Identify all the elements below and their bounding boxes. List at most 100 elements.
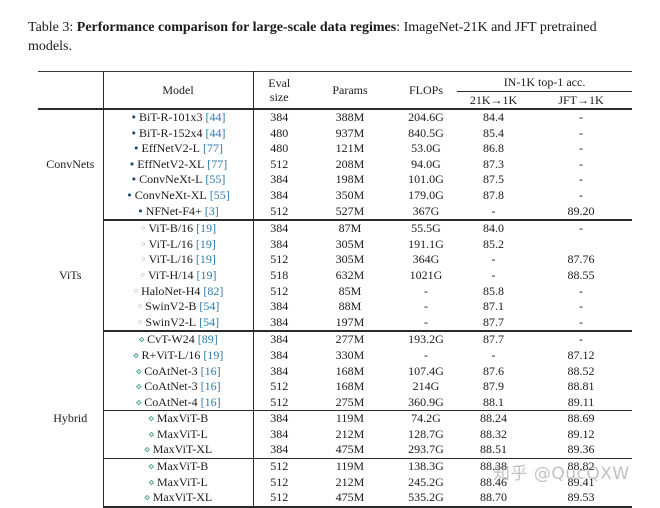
citation-link[interactable]: [19]	[203, 347, 224, 362]
filled-circle-icon: •	[126, 188, 133, 202]
eval-size-cell: 384	[270, 426, 289, 441]
model-name: MaxViT-XL	[152, 442, 213, 457]
params-cell: 168M	[335, 379, 365, 394]
flops-cell: 55.5G	[411, 221, 441, 236]
table-row: ⋄ MaxViT-B 384 119M 74.2G 88.24 88.69	[38, 410, 632, 427]
params-cell: 212M	[335, 474, 365, 489]
model-name: ConvNeXt-L	[139, 172, 203, 187]
model-cell: • EffNetV2-L [77]	[103, 141, 254, 157]
model-cell: ⋄ R+ViT-L/16 [19]	[103, 347, 254, 364]
flops-cell: 204.6G	[408, 110, 444, 124]
citation-link[interactable]: [3]	[204, 203, 219, 218]
acc-jft-cell: 88.82	[567, 459, 595, 474]
caption-label: Table 3:	[28, 20, 77, 35]
table-row: ◦ HaloNet-H4 [82] 512 85M - 85.8 -	[38, 283, 632, 300]
eval-size-cell: 384	[270, 187, 289, 202]
citation-link[interactable]: [19]	[196, 221, 217, 236]
open-circle-icon: ◦	[140, 253, 147, 267]
column-header-eval-size: Eval size	[253, 71, 305, 110]
acc-jft-cell: 89.41	[567, 474, 595, 489]
params-cell: 277M	[335, 332, 365, 347]
model-cell: ◦ ViT-H/14 [19]	[103, 267, 254, 284]
model-name: ViT-H/14	[147, 267, 194, 282]
eval-size-cell: 512	[270, 252, 289, 267]
open-circle-icon: ◦	[139, 268, 146, 282]
open-circle-icon: ◦	[132, 284, 140, 298]
citation-link[interactable]: [16]	[200, 394, 221, 409]
citation-link[interactable]: [19]	[196, 267, 217, 282]
eval-size-cell: 512	[270, 156, 289, 171]
diamond-icon: ⋄	[138, 333, 146, 347]
acc-jft-cell: -	[579, 283, 583, 298]
params-cell: 212M	[335, 426, 365, 441]
table-row: ◦ ViT-H/14 [19] 518 632M 1021G - 88.55	[38, 267, 632, 284]
model-name: EffNetV2-XL	[137, 156, 205, 171]
model-name: BiT-R-152x4	[138, 125, 203, 140]
table-row: ViTs ◦ ViT-B/16 [19] 384 87M 55.5G 84.0-	[38, 220, 632, 332]
acc-jft-cell: -	[579, 141, 583, 156]
citation-link[interactable]: [16]	[200, 379, 221, 394]
params-cell: 275M	[305, 394, 395, 412]
citation-link[interactable]: [82]	[203, 283, 224, 298]
table-row: • NFNet-F4+ [3] 512 527M 367G -89.20	[38, 203, 633, 222]
open-circle-icon: ◦	[136, 300, 144, 314]
acc-21k-cell: 84.0	[483, 221, 504, 236]
eval-header-line1: Eval	[268, 76, 291, 90]
model-name: MaxViT-L	[157, 474, 208, 489]
table-row: ⋄ CoAtNet-3 [16] 512 168M 214G 87.9 88.81	[38, 379, 632, 395]
flops-cell: 535.2G	[395, 490, 457, 508]
model-name: SwinV2-B	[145, 299, 197, 314]
params-cell: 87M	[338, 221, 362, 236]
flops-cell: -	[424, 347, 428, 362]
column-header-jft-to-1k: JFT→1K	[530, 91, 633, 110]
citation-link[interactable]: [44]	[205, 125, 226, 140]
eval-size-cell: 512	[270, 379, 289, 394]
eval-size-cell: 512	[253, 203, 305, 222]
filled-circle-icon: •	[130, 111, 137, 124]
citation-link[interactable]: [55]	[209, 187, 230, 202]
eval-header-line2: size	[269, 90, 289, 104]
model-name: NFNet-F4+	[145, 203, 202, 218]
table-row: Hybrid ⋄ CvT-W24 [89] 384 277M 193.2G 87.7-	[38, 331, 632, 507]
flops-cell: 367G	[395, 203, 457, 222]
citation-link[interactable]: [19]	[195, 252, 216, 267]
acc-21k-cell: 87.6	[483, 363, 504, 378]
citation-link[interactable]: [54]	[199, 314, 220, 329]
citation-link[interactable]: [54]	[199, 299, 220, 314]
model-cell: ◦ SwinV2-B [54]	[103, 299, 254, 315]
params-cell: 305M	[335, 236, 365, 251]
acc-21k-cell: 88.32	[480, 426, 507, 441]
flops-cell: 214G	[412, 379, 440, 394]
acc-21k-cell: 84.4	[483, 110, 504, 124]
column-header-in1k-top1-acc: IN-1K top-1 acc.	[457, 71, 633, 92]
eval-size-cell: 518	[270, 267, 289, 282]
acc-jft-cell: -	[530, 314, 633, 333]
eval-size-cell: 512	[253, 490, 305, 508]
column-header-model: Model	[103, 71, 254, 110]
flops-cell: -	[395, 314, 457, 333]
citation-link[interactable]: [89]	[197, 332, 218, 347]
acc-jft-cell: 89.36	[530, 442, 633, 460]
params-cell: 198M	[335, 172, 365, 187]
acc-21k-cell: 88.46	[480, 474, 507, 489]
acc-jft-cell: -	[579, 299, 583, 314]
model-cell: ⋄ CoAtNet-3 [16]	[103, 379, 254, 395]
model-cell: ◦ SwinV2-L [54]	[103, 314, 254, 333]
model-cell: ◦ ViT-L/16 [19]	[103, 252, 254, 268]
eval-size-cell: 384	[270, 347, 289, 362]
citation-link[interactable]: [77]	[202, 141, 223, 156]
citation-link[interactable]: [19]	[195, 236, 216, 251]
citation-link[interactable]: [44]	[205, 110, 226, 124]
flops-cell: -	[424, 283, 428, 298]
table-row: • ConvNeXt-XL [55] 384 350M 179.0G 87.8 -	[38, 187, 632, 204]
citation-link[interactable]: [16]	[200, 363, 221, 378]
eval-size-cell: 384	[270, 363, 289, 378]
citation-link[interactable]: [55]	[205, 172, 226, 187]
diamond-icon: ⋄	[132, 348, 140, 362]
citation-link[interactable]: [77]	[207, 156, 228, 171]
filled-circle-icon: •	[130, 126, 137, 140]
acc-21k-cell: 87.5	[483, 172, 504, 187]
model-name: HaloNet-H4	[141, 283, 201, 298]
acc-21k-cell: 88.1	[457, 394, 530, 412]
table-row: • BiT-R-152x4 [44] 480 937M 840.5G 85.4 -	[38, 125, 632, 142]
